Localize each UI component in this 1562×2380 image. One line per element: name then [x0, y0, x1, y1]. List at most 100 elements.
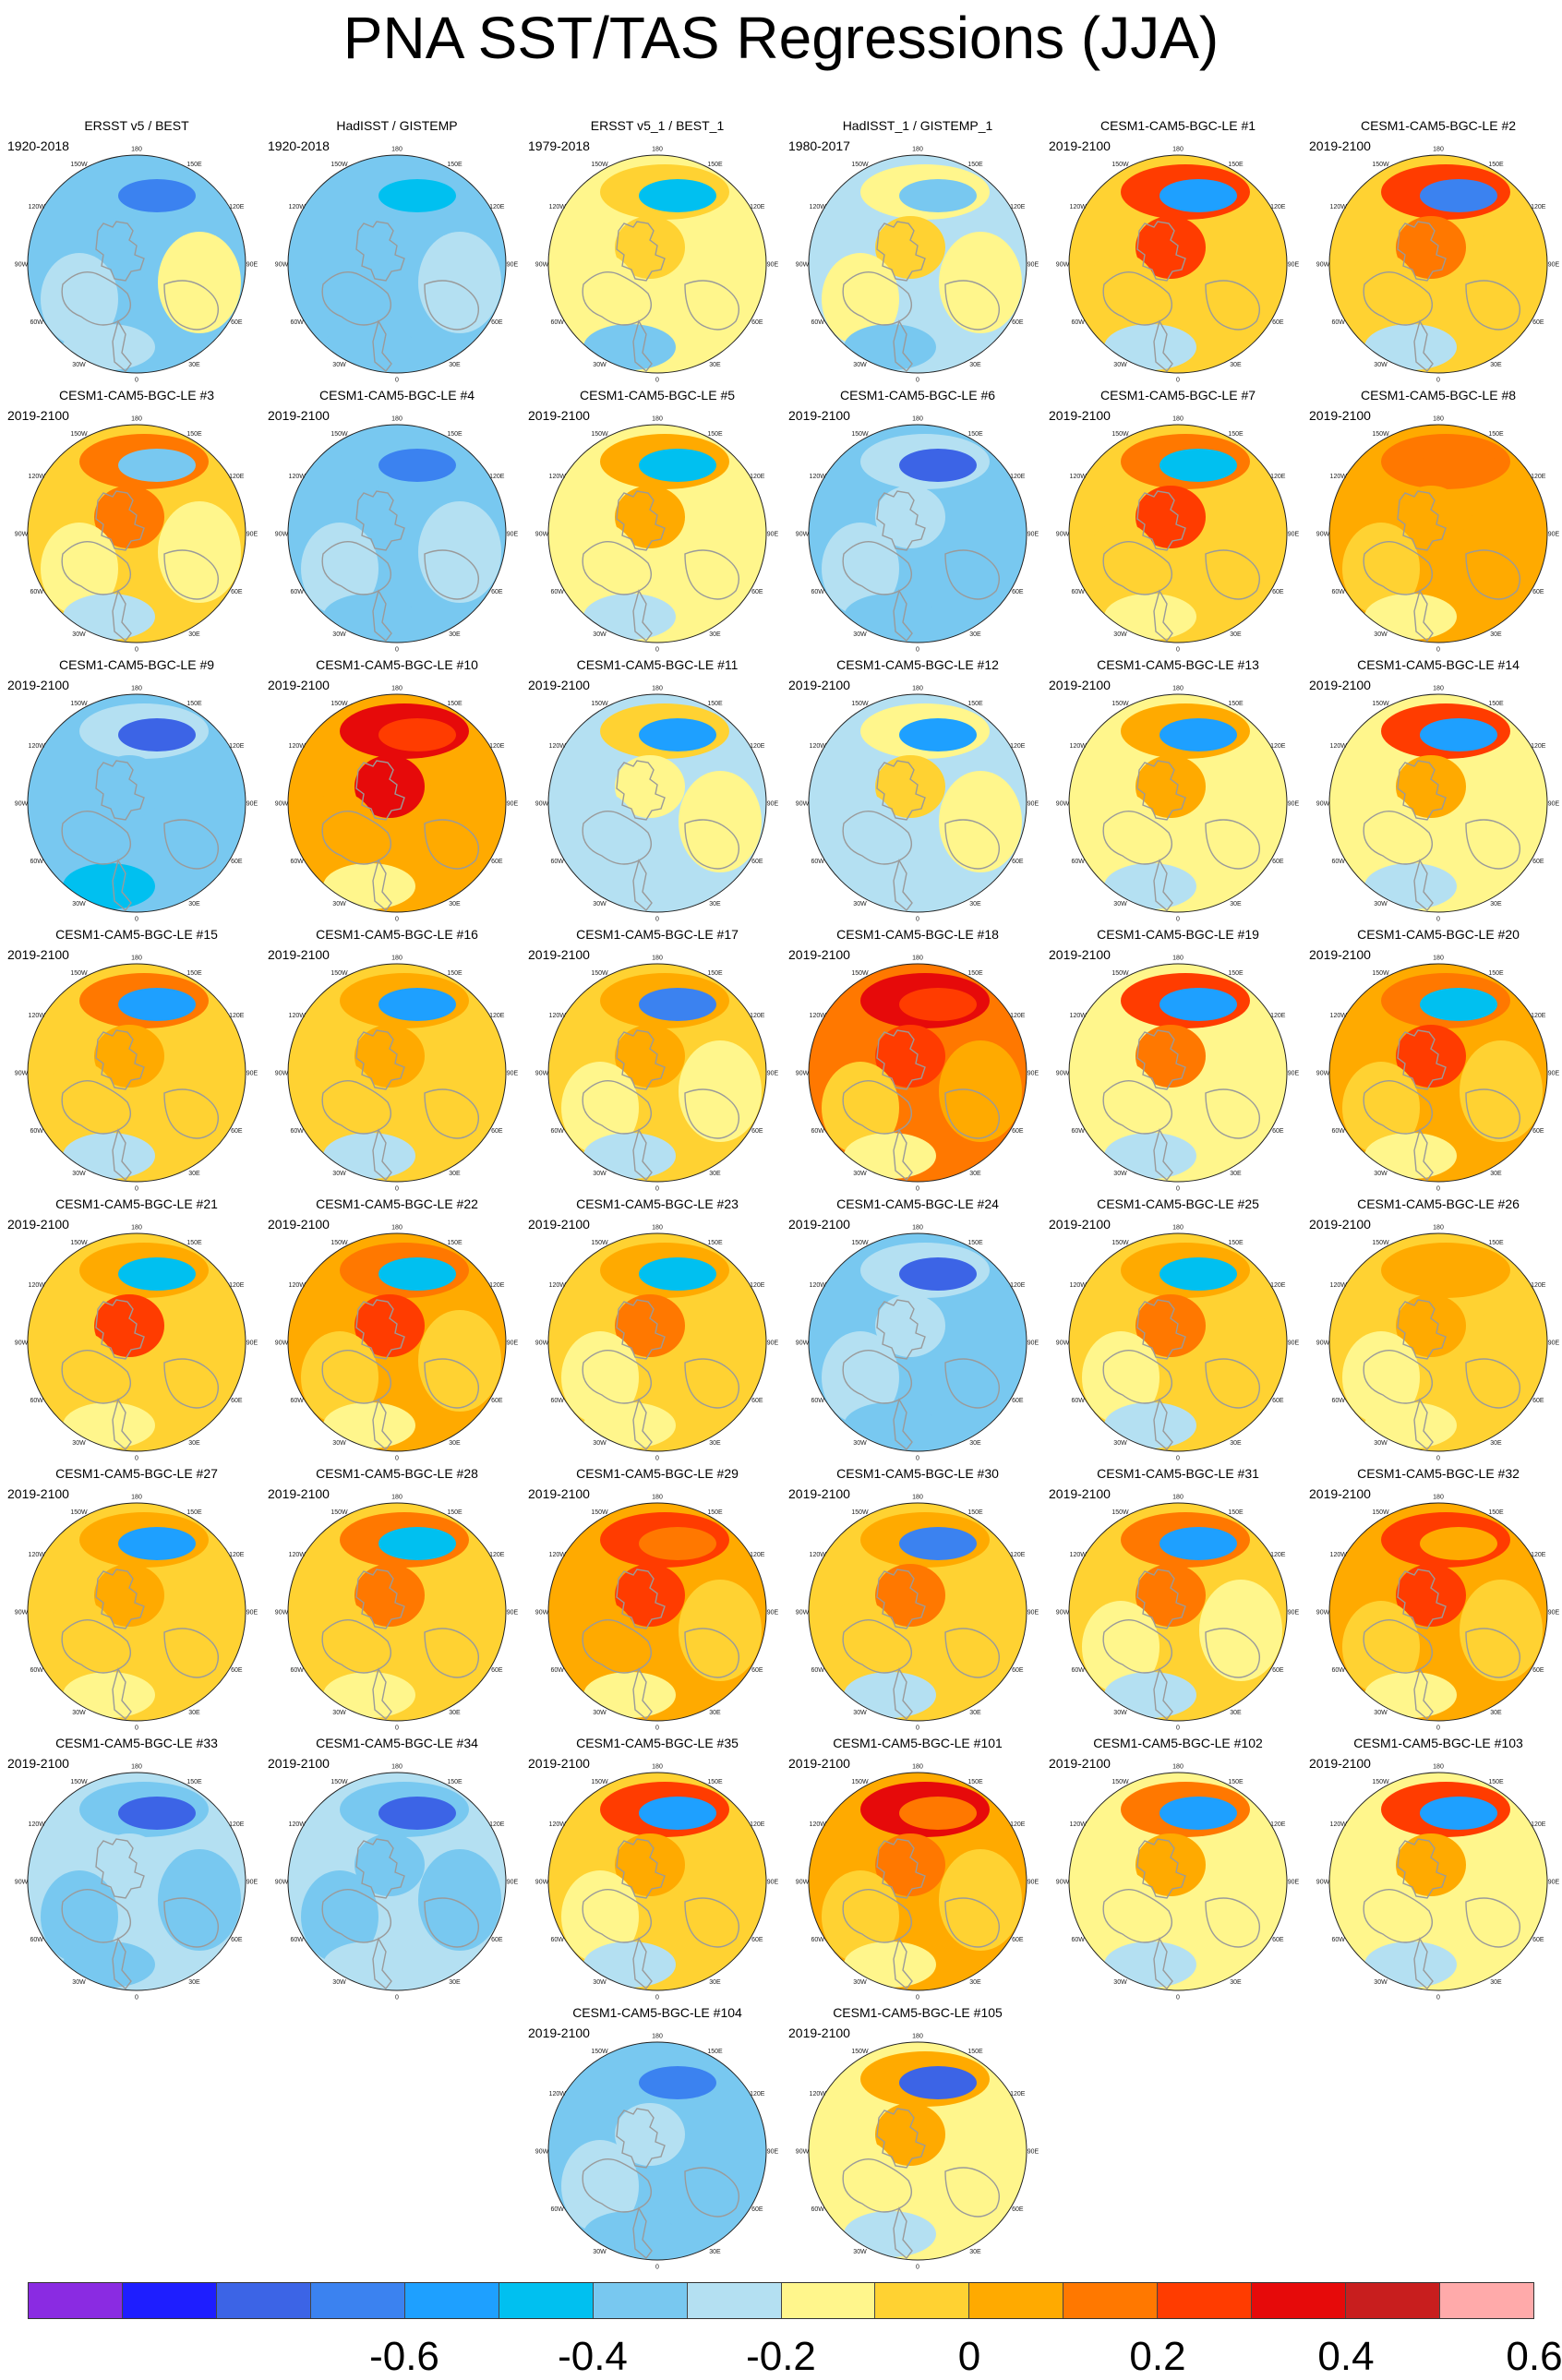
- blob-atlantic: [1342, 1062, 1420, 1154]
- longitude-label: 90W: [796, 801, 810, 808]
- panel-title: CESM1-CAM5-BGC-LE #19: [1097, 927, 1259, 942]
- polar-map: 180 150E 120E 90E 60E 30E 0 30W 60W 90W 120W 150W: [15, 1225, 258, 1462]
- blob-eurasia: [679, 1849, 762, 1951]
- longitude-label: 0: [916, 1725, 919, 1732]
- blob-atlantic: [1082, 1331, 1159, 1424]
- panel-period: 2019-2100: [7, 1217, 69, 1232]
- longitude-label: 60E: [1012, 1937, 1024, 1943]
- polar-map: 180 150E 120E 90E 60E 30E 0 30W 60W 90W 120W 150W: [1316, 147, 1560, 384]
- polar-map: 180 150E 120E 90E 60E 30E 0 30W 60W 90W 120W 150W: [1056, 1225, 1300, 1462]
- longitude-label: 60E: [491, 859, 503, 865]
- longitude-label: 30W: [332, 631, 346, 638]
- longitude-label: 30E: [1230, 901, 1242, 908]
- coastline: [61, 1029, 219, 1182]
- panel-title: HadISST / GISTEMP: [336, 118, 458, 133]
- panel-period: 2019-2100: [528, 1486, 590, 1501]
- longitude-label: 120W: [549, 1282, 567, 1289]
- coastline: [842, 1569, 1000, 1721]
- longitude-label: 60E: [751, 1128, 763, 1135]
- longitude-label: 30E: [188, 1979, 200, 1986]
- coastline: [321, 1029, 479, 1182]
- longitude-label: 30E: [709, 1171, 721, 1177]
- blob-atlantic: [41, 1062, 118, 1154]
- map-border: [1068, 1502, 1288, 1722]
- blob-arctic: [1396, 755, 1466, 818]
- longitude-label: 30E: [188, 1171, 200, 1177]
- blob-tropical-atlantic: [1104, 1941, 1196, 1988]
- blob-eurasia: [1460, 1310, 1543, 1412]
- blob-arctic: [354, 486, 425, 548]
- longitude-label: 150W: [851, 1509, 869, 1516]
- map-border: [808, 1502, 1027, 1722]
- longitude-label: 150E: [1228, 701, 1244, 707]
- longitude-label: 60E: [1532, 319, 1544, 326]
- longitude-label: 30W: [1374, 362, 1388, 368]
- blob-atlantic: [41, 792, 118, 884]
- colorbar-tick-label: -0.2: [746, 2334, 816, 2379]
- panel-period: 2019-2100: [528, 678, 590, 692]
- colorbar-segment: [1346, 2283, 1441, 2318]
- coastline: [61, 490, 219, 643]
- longitude-label: 120E: [229, 743, 245, 750]
- longitude-label: 30W: [72, 1979, 86, 1986]
- longitude-label: 60E: [1272, 1398, 1284, 1404]
- blob-tropical-atlantic: [583, 1941, 676, 1988]
- blob-pacific-center: [1420, 449, 1497, 482]
- longitude-label: 0: [1436, 1456, 1440, 1462]
- longitude-label: 150W: [591, 970, 608, 977]
- polar-map: 180 150E 120E 90E 60E 30E 0 30W 60W 90W 120W 150W: [275, 1495, 519, 1732]
- coastline: [1102, 1569, 1260, 1721]
- blob-pacific-center: [118, 988, 196, 1021]
- longitude-label: 30E: [1230, 362, 1242, 368]
- blob-arctic: [354, 755, 425, 818]
- longitude-label: 30W: [593, 362, 607, 368]
- blob-eurasia: [418, 1849, 501, 1951]
- map-border: [27, 1502, 246, 1722]
- longitude-label: 60W: [30, 319, 43, 326]
- longitude-label: 90E: [1548, 801, 1560, 808]
- longitude-label: 30W: [1374, 1171, 1388, 1177]
- blob-tropical-atlantic: [583, 1133, 676, 1179]
- panel-title: CESM1-CAM5-BGC-LE #20: [1357, 927, 1520, 942]
- map-border: [547, 2041, 767, 2261]
- blob-eurasia: [1199, 1310, 1282, 1412]
- longitude-label: 90W: [535, 1610, 549, 1617]
- longitude-label: 150E: [967, 2049, 983, 2055]
- longitude-label: 120W: [549, 474, 567, 480]
- map-border: [1068, 1232, 1288, 1452]
- longitude-label: 90E: [1027, 532, 1039, 538]
- map-border: [808, 1772, 1027, 1991]
- longitude-label: 30E: [1490, 362, 1502, 368]
- blob-pacific-center: [118, 718, 196, 751]
- longitude-label: 120W: [289, 743, 306, 750]
- blob-arctic: [1135, 755, 1206, 818]
- longitude-label: 150W: [330, 1240, 348, 1246]
- coastline: [842, 2108, 1000, 2260]
- longitude-label: 60W: [1071, 1937, 1085, 1943]
- blob-eurasia: [939, 771, 1022, 872]
- longitude-label: 150E: [447, 162, 463, 168]
- longitude-label: 30E: [188, 362, 200, 368]
- longitude-label: 90W: [1316, 801, 1330, 808]
- colorbar-segment: [310, 2283, 405, 2318]
- longitude-label: 150W: [330, 431, 348, 438]
- longitude-label: 120W: [289, 1552, 306, 1558]
- longitude-label: 90W: [796, 1610, 810, 1617]
- longitude-label: 0: [1176, 917, 1180, 923]
- longitude-label: 0: [916, 1186, 919, 1193]
- panel-title: CESM1-CAM5-BGC-LE #28: [316, 1466, 478, 1481]
- longitude-label: 120E: [489, 1282, 505, 1289]
- longitude-label: 90W: [1316, 1880, 1330, 1886]
- panel-period: 2019-2100: [788, 1217, 850, 1232]
- polar-map: 180 150E 120E 90E 60E 30E 0 30W 60W 90W 120W 150W: [1316, 1764, 1560, 2001]
- longitude-label: 60E: [751, 589, 763, 595]
- longitude-label: 60W: [811, 1128, 824, 1135]
- map-panel: CESM1-CAM5-BGC-LE #18 2019-2100 180 150E 120…: [788, 927, 1047, 1195]
- longitude-label: 120W: [1070, 1013, 1087, 1019]
- blob-arctic: [615, 1294, 685, 1357]
- longitude-label: 150W: [70, 1509, 88, 1516]
- longitude-label: 60W: [30, 859, 43, 865]
- longitude-label: 60E: [1272, 1128, 1284, 1135]
- longitude-label: 90W: [1316, 532, 1330, 538]
- longitude-label: 60W: [550, 319, 564, 326]
